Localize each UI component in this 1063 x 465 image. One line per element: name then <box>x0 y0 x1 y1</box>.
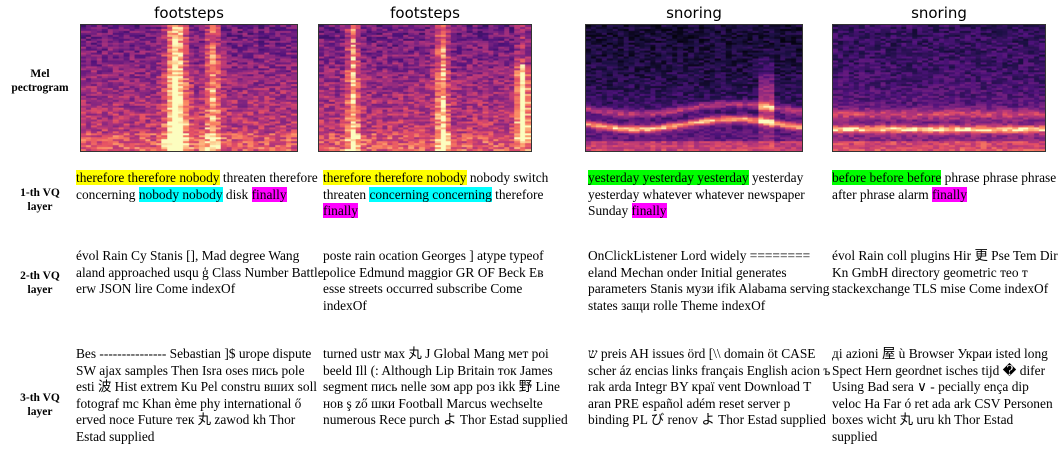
highlighted-token-green: before before before <box>832 170 942 185</box>
highlighted-token-magenta: finally <box>251 186 287 202</box>
row-label-vq2-line2: layer <box>27 284 53 296</box>
vq2-text-2: poste rain ocation Georges ] atype typeo… <box>323 248 544 313</box>
token-run: nobody switch threaten <box>323 170 549 202</box>
vq1-text-4: before before before phrase phrase phras… <box>832 170 1058 203</box>
spectrogram-canvas-3 <box>586 25 802 151</box>
vq3-text-3: ש preis AH issues örd [\\ domain öt CASE… <box>588 346 831 428</box>
vq3-text-4: ді azioni 屋 ù Browser Украи isted long S… <box>832 346 1053 444</box>
vq1-text-1: therefore therefore nobody threaten ther… <box>76 170 326 203</box>
row-label-mel-line1: Mel <box>30 68 50 80</box>
vq2-text-4: évol Rain coll plugins Hir 更 Pse Tem Dir… <box>832 248 1058 297</box>
vq2-text-3: OnClickListener Lord widely ======== ela… <box>588 248 830 313</box>
column-title-4: snoring <box>911 4 967 22</box>
highlighted-token-magenta: finally <box>323 203 358 219</box>
vq3-text-1: Bes --------------- Sebastian ]$ urope d… <box>76 346 318 444</box>
row-label-vq3-line1: 3-th VQ <box>20 392 60 404</box>
mel-spectrogram-3 <box>585 24 803 152</box>
highlighted-token-yellow: therefore therefore nobody <box>323 170 467 185</box>
vq1-text-2: therefore therefore nobody nobody switch… <box>323 170 569 220</box>
token-run: threaten therefore concerning <box>76 170 318 202</box>
column-title-2: footsteps <box>390 4 460 22</box>
column-title-3: snoring <box>666 4 722 22</box>
spectrogram-canvas-2 <box>319 25 531 151</box>
row-label-mel: Mel pectrogram <box>4 67 76 95</box>
vq3-text-2: turned ustr мах 丸 J Global Mang мет poi … <box>323 346 568 428</box>
spectrogram-canvas-4 <box>833 25 1045 151</box>
row-label-vq3-line2: layer <box>27 406 53 418</box>
spectrogram-canvas-1 <box>81 25 297 151</box>
column-title-1: footsteps <box>154 4 224 22</box>
highlighted-token-yellow: therefore therefore nobody <box>76 170 220 185</box>
highlighted-token-cyan: concerning concerning <box>369 186 492 202</box>
row-label-vq1-line1: 1-th VQ <box>20 187 60 199</box>
mel-spectrogram-2 <box>318 24 532 152</box>
highlighted-token-cyan: nobody nobody <box>138 186 223 202</box>
row-label-vq2: 2-th VQ layer <box>4 269 76 297</box>
highlighted-token-magenta: finally <box>932 186 967 202</box>
row-label-vq3: 3-th VQ layer <box>4 391 76 419</box>
vq1-text-3: yesterday yesterday yesterday yesterday … <box>588 170 832 220</box>
token-run: disk <box>222 186 252 202</box>
token-run: yesterday yesterday whatever whatever ne… <box>588 170 805 219</box>
token-run: phrase phrase phrase after phrase alarm <box>832 170 1057 202</box>
highlighted-token-magenta: finally <box>631 203 667 219</box>
vq2-text-1: évol Rain Cy Stanis [], Mad degree Wang … <box>76 248 324 297</box>
highlighted-token-green: yesterday yesterday yesterday <box>588 170 749 185</box>
row-label-vq1: 1-th VQ layer <box>4 186 76 214</box>
mel-spectrogram-4 <box>832 24 1046 152</box>
token-run: therefore <box>491 186 544 202</box>
row-label-vq1-line2: layer <box>27 201 53 213</box>
row-label-mel-line2: pectrogram <box>11 82 69 94</box>
mel-spectrogram-1 <box>80 24 298 152</box>
row-label-vq2-line1: 2-th VQ <box>20 270 60 282</box>
